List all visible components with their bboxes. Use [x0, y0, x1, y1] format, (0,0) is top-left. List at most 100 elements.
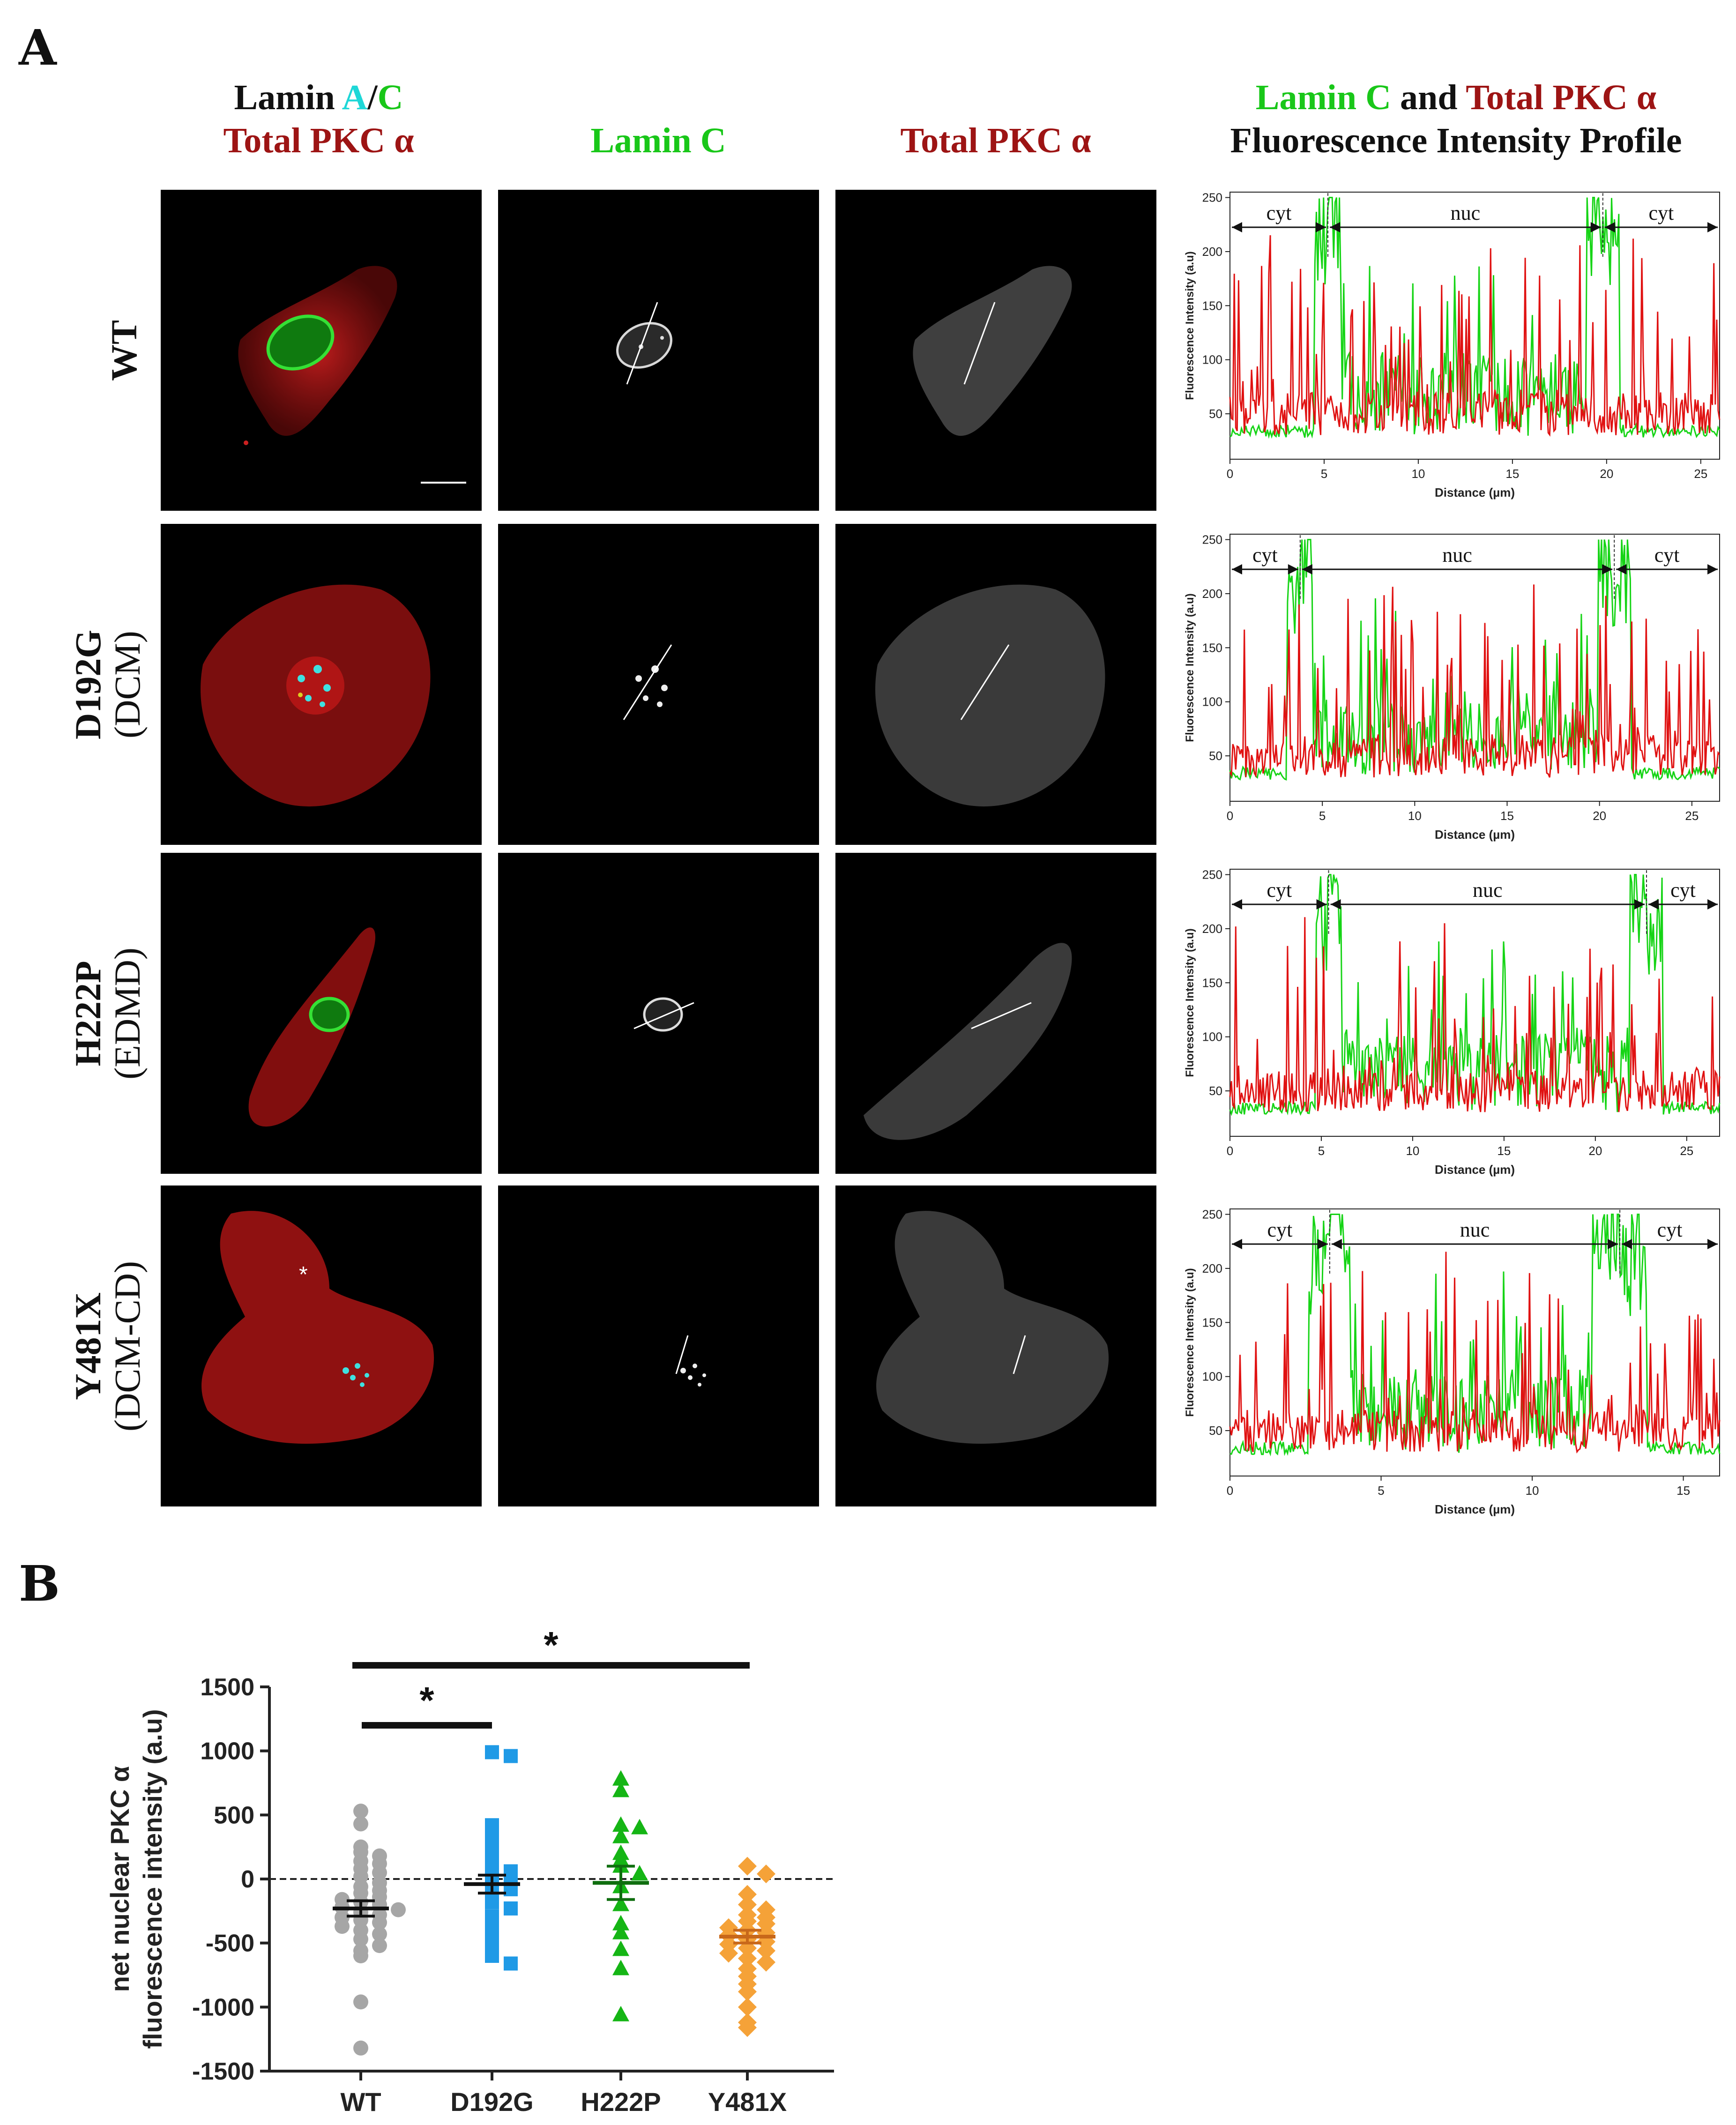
y-axis-label: Fluorescence Intensity (a.u) [1184, 251, 1196, 400]
row-label-main: H222P [67, 960, 108, 1066]
y-tick-label: 250 [1202, 191, 1222, 205]
region-arrowhead [1604, 222, 1615, 232]
y-tick-label: 100 [1202, 1030, 1222, 1044]
x-tick-label: 10 [1411, 467, 1425, 481]
row-label-d192g: D192G (DCM) [67, 524, 148, 845]
header-merged: Lamin A/C Total PKC α [150, 76, 487, 162]
x-tick-label: 20 [1588, 1144, 1602, 1158]
data-point-h222p [612, 2006, 629, 2021]
row-label-y481x: Y481X (DCM-CD) [67, 1186, 148, 1506]
data-point-d192g [485, 1949, 499, 1963]
pkc-alpha-trace [1229, 584, 1721, 778]
region-label-nuc: nuc [1460, 1218, 1490, 1241]
y-tick-label: 50 [1209, 749, 1222, 763]
data-point-wt [353, 1804, 368, 1819]
data-point-y481x [738, 1949, 757, 1968]
significance-star-wt-y481x: * [544, 1624, 559, 1666]
data-point-h222p [612, 1827, 629, 1843]
lamin-c-trace [1229, 1214, 1721, 1457]
x-tick-label: 0 [1227, 809, 1233, 823]
intensity-profile-y481x: 0 5 10 15 50 100 150 200 250 Distance (µm) Fluores… [1184, 1208, 1721, 1516]
data-point-y481x [757, 1953, 775, 1972]
row-label-sub: (EDMD) [107, 947, 148, 1080]
region-arrowhead [1330, 222, 1340, 232]
y-tick-label: 50 [1209, 1424, 1222, 1438]
y-tick-label: 250 [1202, 1208, 1222, 1222]
micrograph-d192g-merge [161, 524, 482, 845]
data-point-y481x [738, 1857, 757, 1876]
region-label-nuc: nuc [1451, 201, 1481, 224]
data-point-h222p [612, 1816, 629, 1832]
micrograph-y481x-pkc-image [876, 1211, 1109, 1444]
plot-frame [1229, 1208, 1720, 1476]
y-tick-label: 50 [1209, 407, 1222, 421]
row-label-main: D192G [67, 629, 108, 739]
data-point-d192g [504, 1901, 518, 1916]
y-axis-label: Fluorescence Intensity (a.u) [1184, 928, 1196, 1077]
region-label-nuc: nuc [1473, 879, 1503, 902]
nuclear-pkc-scatter-plot: 1500 1000 500 0 -500 -1000 -1500 WT D192G H222P Y4… [105, 1624, 834, 2117]
y-tick-label: 100 [1202, 695, 1222, 709]
micrograph-d192g-pkc [835, 524, 1156, 845]
micrograph-wt-pkc-image [913, 266, 1072, 436]
x-tick-label: 0 [1227, 1484, 1233, 1498]
header-profile: Lamin C and Total PKC α Fluorescence Int… [1176, 76, 1736, 162]
micrograph-wt-laminc-image [616, 302, 672, 385]
y-tick-label: 150 [1202, 298, 1222, 313]
micrograph-h222p-pkc-image [864, 943, 1072, 1140]
pkc-alpha-trace [1229, 235, 1721, 437]
data-point-y481x [738, 2018, 757, 2037]
micrograph-h222p-merge-image [248, 927, 376, 1127]
data-point-wt [353, 1816, 368, 1832]
header-merged-slash: / [367, 78, 378, 117]
micrograph-y481x-merge: * [161, 1186, 482, 1506]
region-arrowhead [1232, 899, 1242, 910]
micrograph-y481x-laminc [498, 1186, 819, 1506]
y-tick-label: 1500 [200, 1674, 254, 1701]
y-tick-label: 200 [1202, 922, 1222, 936]
data-point-wt [353, 1994, 368, 2010]
micrograph-y481x-merge-image: * [201, 1211, 434, 1444]
micrograph-d192g-merge-image [200, 584, 431, 807]
region-arrowhead [1232, 564, 1242, 574]
header-total-pkc: Total PKC α [900, 121, 1091, 160]
data-point-y481x [757, 1941, 775, 1961]
region-arrowhead [1634, 899, 1645, 910]
header-lamin-c: Lamin C [590, 121, 726, 160]
row-label-h222p: H222P (EDMD) [67, 853, 148, 1174]
y-tick-label: 150 [1202, 1315, 1222, 1329]
header-profile-title: Fluorescence Intensity Profile [1230, 121, 1682, 160]
region-arrowhead [1232, 1239, 1242, 1249]
x-axis-label: Distance (µm) [1435, 828, 1515, 842]
region-label-cyt: cyt [1657, 1218, 1683, 1241]
x-tick-label: 25 [1680, 1144, 1693, 1158]
region-arrowhead [1707, 222, 1718, 232]
plot-frame [1229, 869, 1720, 1137]
micrograph-wt-laminc [498, 190, 819, 511]
data-point-y481x [738, 1998, 757, 2017]
intensity-profile-d192g: 0 5 10 15 20 25 50 100 150 200 250 Distance (µm) Flu… [1184, 533, 1721, 842]
data-point-y481x [738, 1895, 757, 1914]
data-point-y481x [719, 1944, 738, 1963]
x-tick-label: 10 [1526, 1484, 1539, 1498]
data-point-d192g [485, 1745, 499, 1760]
region-arrowhead [1316, 899, 1327, 910]
data-point-wt [372, 1926, 387, 1942]
data-point-y481x [738, 1885, 757, 1904]
x-tick-label: 15 [1505, 467, 1519, 481]
x-tick-label: 5 [1318, 1144, 1325, 1158]
region-arrowhead [1648, 899, 1659, 910]
micrograph-y481x-laminc-image [675, 1335, 706, 1387]
data-point-h222p [612, 1770, 629, 1786]
y-tick-label: 200 [1202, 1261, 1222, 1275]
region-arrowhead [1602, 564, 1613, 574]
row-label-main: Y481X [67, 1292, 108, 1400]
data-point-y481x [757, 1864, 775, 1884]
y-tick-label: 200 [1202, 245, 1222, 259]
data-point-h222p [612, 1782, 629, 1797]
region-arrowhead [1608, 1239, 1618, 1249]
y-tick-label: 250 [1202, 533, 1222, 547]
intensity-profile-wt: 0 5 10 15 20 25 50 100 150 200 250 Distance (µm) Flu… [1184, 191, 1721, 500]
region-arrowhead [1232, 222, 1242, 232]
micrograph-wt-merge [161, 190, 482, 511]
